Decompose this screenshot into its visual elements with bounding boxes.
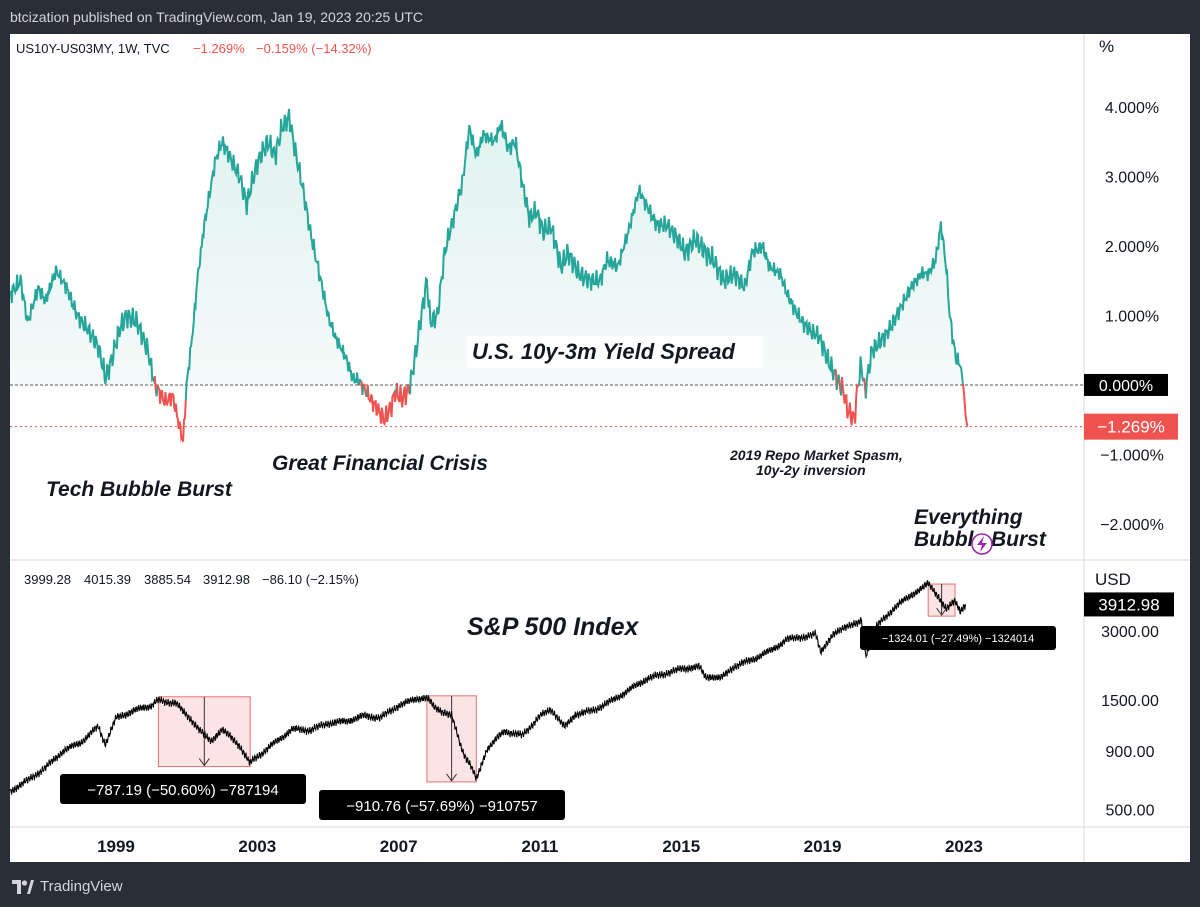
drawdown-box-1[interactable] [426, 695, 477, 783]
spread-area-fill [10, 108, 968, 386]
annotation-everything-line1: Everything [914, 506, 1023, 529]
annotation-tech-bubble: Tech Bubble Burst [46, 478, 233, 501]
spread-legend-symbol: US10Y-US03MY, 1W, TVC [16, 41, 170, 56]
sp-axis-unit: USD [1095, 570, 1131, 589]
sp-legend-open: 3999.28 [24, 572, 71, 587]
drawdown-label-text: −1324.01 (−27.49%) −1324014 [882, 633, 1035, 645]
spread-legend-last: −1.269% [193, 41, 245, 56]
last-value-tag-label: −1.269% [1097, 418, 1165, 437]
sp-legend-change: −86.10 (−2.15%) [262, 572, 359, 587]
drawdown-label-text: −787.19 (−50.60%) −787194 [87, 782, 278, 799]
sp500-line[interactable] [9, 580, 967, 796]
last-value-tag-bg [1084, 413, 1178, 440]
chart-panel[interactable]: US10Y-US03MY, 1W, TVC −1.269% −0.159% (−… [9, 34, 1190, 862]
spread-tick-label: 4.000% [1105, 100, 1159, 117]
sp-last-tag-bg [1084, 592, 1174, 617]
tradingview-logo[interactable]: TradingView [12, 878, 123, 895]
sp-tick-label: 3000.00 [1101, 624, 1159, 641]
sp-legend-high: 4015.39 [84, 572, 131, 587]
spread-segment-22[interactable] [857, 356, 866, 387]
spread-segment-inverted-25[interactable] [961, 383, 969, 427]
spread-area [10, 108, 968, 386]
drawdown-label-1: −910.76 (−57.69%) −910757 [319, 790, 565, 820]
annotation-repo-line1: 2019 Repo Market Spasm, [729, 447, 903, 463]
spread-segment-inverted-11[interactable] [366, 384, 397, 427]
drawdown-label-2: −1324.01 (−27.49%) −1324014 [860, 626, 1056, 650]
spread-segment-0[interactable] [9, 265, 156, 385]
x-tick-1999: 1999 [97, 837, 135, 856]
x-tick-2003: 2003 [238, 837, 276, 856]
last-value-tag: −1.269% [1084, 413, 1178, 440]
annotation-gfc: Great Financial Crisis [272, 452, 488, 475]
publisher-line: btcization published on TradingView.com,… [10, 9, 423, 25]
spread-legend-change: −0.159% (−14.32%) [256, 41, 372, 56]
sp-legend-low: 3885.54 [144, 572, 191, 587]
sp-tick-label: 500.00 [1106, 803, 1155, 820]
tradingview-logo-icon [12, 879, 34, 894]
spread-series[interactable] [9, 108, 969, 442]
spread-segment-16[interactable] [409, 119, 837, 395]
spread-title: U.S. 10y-3m Yield Spread [472, 339, 735, 364]
drawdown-labels: −787.19 (−50.60%) −787194 −910.76 (−57.69… [60, 626, 1056, 820]
spread-segment-inverted-13[interactable] [395, 383, 409, 408]
spread-segment-inverted-21[interactable] [841, 377, 860, 426]
x-tick-2019: 2019 [804, 837, 842, 856]
spread-tick-label: −1.000% [1100, 447, 1164, 464]
sp-tick-label: 900.00 [1106, 744, 1155, 761]
lightning-bolt-icon[interactable] [971, 533, 993, 555]
brand-text: TradingView [40, 878, 123, 895]
x-tick-2011: 2011 [521, 837, 558, 856]
sp500-title: S&P 500 Index [467, 613, 639, 641]
chart-title-bg [467, 336, 763, 368]
x-tick-2007: 2007 [380, 837, 418, 856]
sp-y-ticks: 3000.00 1500.00 900.00 500.00 [1101, 624, 1159, 820]
spread-segment-8[interactable] [361, 383, 365, 395]
spread-segment-18[interactable] [835, 374, 841, 391]
x-tick-2023: 2023 [945, 837, 983, 856]
spread-tick-label: 1.000% [1105, 308, 1159, 325]
drawdown-boxes[interactable] [157, 583, 956, 783]
footer: TradingView [0, 866, 1200, 907]
zero-tag-bg [1084, 373, 1168, 396]
sp-legend-close: 3912.98 [203, 572, 250, 587]
spread-tick-label: 3.000% [1105, 169, 1159, 186]
sp-last-tag: 3912.98 [1084, 592, 1174, 617]
zero-tag-label: 0.000% [1099, 378, 1153, 395]
spread-tick-label: −2.000% [1100, 517, 1164, 534]
spread-segment-inverted-3[interactable] [156, 384, 187, 442]
drawdown-box-0[interactable] [157, 696, 251, 768]
annotation-repo-line2: 10y-2y inversion [756, 462, 866, 478]
drawdown-label-text: −910.76 (−57.69%) −910757 [346, 798, 537, 815]
spread-axis-unit: % [1099, 37, 1114, 56]
sp-last-tag-label: 3912.98 [1098, 595, 1159, 614]
spread-y-ticks: 4.000% 3.000% 2.000% 1.000% −1.000% −2.000% [1100, 100, 1164, 534]
drawdown-label-0: −787.19 (−50.60%) −787194 [60, 774, 306, 804]
spread-segment-4[interactable] [184, 108, 359, 401]
spread-segment-24[interactable] [864, 221, 964, 399]
x-tick-2015: 2015 [662, 837, 700, 856]
time-axis[interactable]: 1999 2003 2007 2011 2015 2019 2023 [97, 837, 983, 856]
spread-tick-label: 2.000% [1105, 239, 1159, 256]
sp-tick-label: 1500.00 [1101, 693, 1159, 710]
chart-svg[interactable]: US10Y-US03MY, 1W, TVC −1.269% −0.159% (−… [9, 34, 1190, 862]
publisher-header: btcization published on TradingView.com,… [0, 0, 1200, 34]
zero-tag: 0.000% [1084, 373, 1168, 396]
